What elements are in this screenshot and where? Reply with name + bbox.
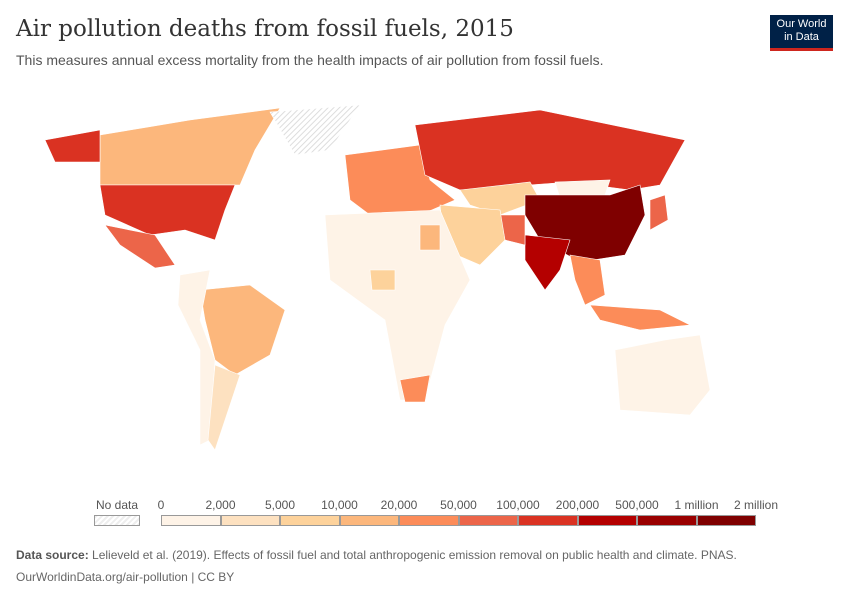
country-united-states[interactable] [99,184,236,241]
country-argentina[interactable] [207,364,241,451]
logo-text: in Data [784,31,819,43]
legend-bin[interactable] [280,515,340,526]
world-map [44,104,711,451]
country-canada[interactable] [99,107,281,186]
legend-tick-label: 100,000 [496,498,540,512]
legend-no-data-label: No data [95,498,139,512]
legend-tick-label: 200,000 [555,498,600,512]
legend-bin[interactable] [399,515,459,526]
owid-logo[interactable]: Our World in Data [770,15,833,51]
legend-bin[interactable] [458,515,518,526]
legend-bin[interactable] [161,515,221,526]
country-japan[interactable] [649,194,669,231]
country-nigeria[interactable] [369,269,396,291]
legend-tick-label: 0 [157,498,165,512]
legend-tick-label: 2,000 [205,498,236,512]
legend: No data 0 2,000 5,000 10,000 20,000 50,000 100… [0,495,850,535]
legend-bin[interactable] [339,515,399,526]
legend-tick-label: 10,000 [321,498,358,512]
country-brazil[interactable] [199,284,286,376]
source-url[interactable]: OurWorldinData.org/air-pollution | CC BY [16,570,235,584]
country-kazakhstan[interactable] [459,181,541,216]
country-egypt[interactable] [419,224,441,251]
data-source: Data source: Lelieveld et al. (2019). Ef… [16,548,737,562]
country-africa[interactable] [324,209,471,401]
legend-tick-label: 20,000 [380,498,418,512]
chart-title: Air pollution deaths from fossil fuels, … [16,16,514,42]
country-mexico[interactable] [104,224,176,269]
legend-tick-label: 50,000 [440,498,477,512]
chart-subtitle: This measures annual excess mortality fr… [16,52,604,68]
legend-bin[interactable] [696,515,756,526]
source-text: Lelieveld et al. (2019). Effects of foss… [92,548,737,562]
country-indonesia[interactable] [589,304,692,331]
legend-tick-label: 500,000 [615,498,659,512]
country-south-africa[interactable] [399,374,431,403]
source-label: Data source: [16,548,89,562]
legend-bin[interactable] [518,515,578,526]
logo-text: Our World [776,18,827,30]
country-australia[interactable] [614,334,711,416]
legend-tick-label: 5,000 [264,498,296,512]
country-russia[interactable] [414,109,686,191]
legend-bin[interactable] [577,515,637,526]
country-india[interactable] [524,234,571,291]
legend-bin[interactable] [220,515,280,526]
legend-tick-label: 1 million [674,498,719,512]
legend-no-data-swatch [94,515,140,526]
country-greenland[interactable] [269,104,361,156]
country-southeast-asia[interactable] [569,254,606,306]
legend-bin[interactable] [637,515,697,526]
country-alaska[interactable] [44,129,101,163]
legend-tick-label: 2 million [733,498,779,512]
